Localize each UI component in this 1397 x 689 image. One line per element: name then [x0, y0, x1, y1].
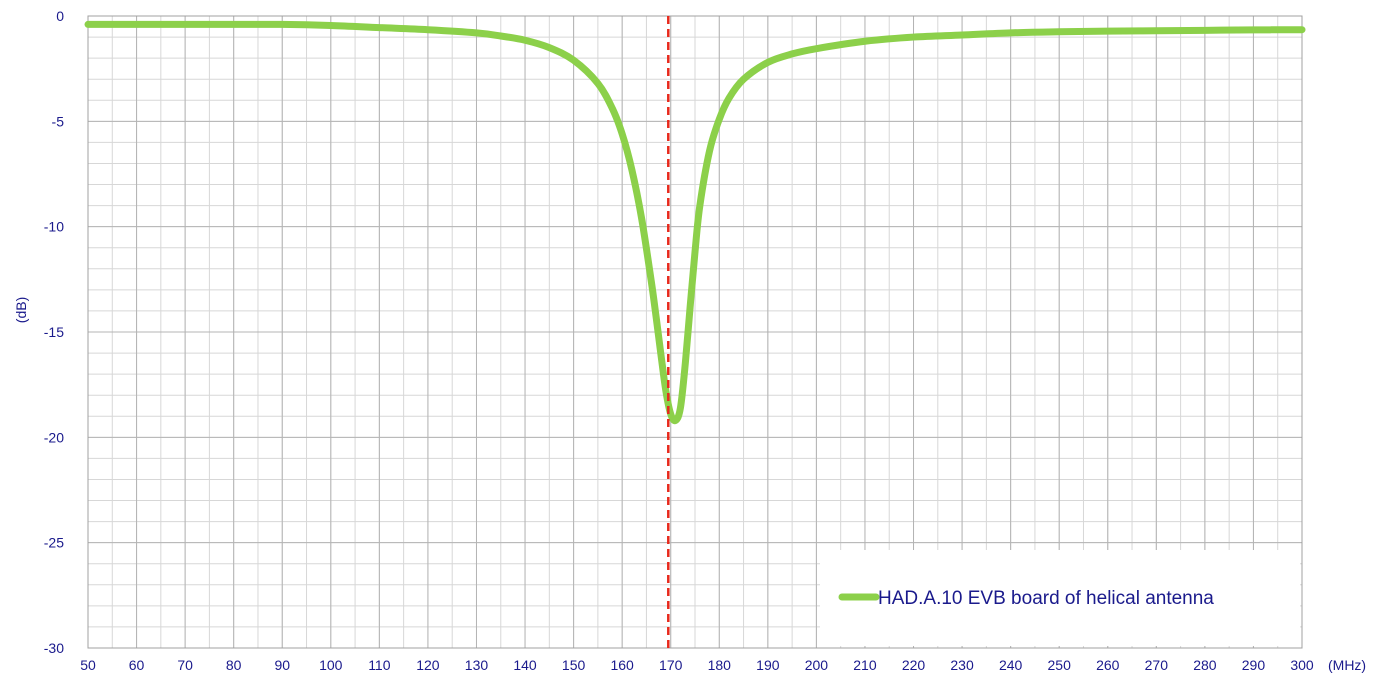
x-tick-label: 160 — [610, 657, 634, 673]
x-tick-label: 280 — [1193, 657, 1217, 673]
x-tick-label: 200 — [805, 657, 829, 673]
x-tick-label: 210 — [853, 657, 877, 673]
x-axis-tick-labels: 50 60 70 80 90 100 110 120 130 140 150 160 170 180 190… — [80, 657, 1314, 673]
x-tick-label: 90 — [274, 657, 290, 673]
x-axis-unit-label: (MHz) — [1328, 657, 1366, 673]
y-axis-tick-labels: 0 -5 -10 -15 -20 -25 -30 — [44, 8, 64, 656]
x-tick-label: 130 — [465, 657, 489, 673]
y-axis-unit-label: (dB) — [13, 297, 29, 323]
x-tick-label: 300 — [1290, 657, 1314, 673]
y-tick-label: -10 — [44, 219, 64, 235]
x-tick-label: 240 — [999, 657, 1023, 673]
plot-area-border — [87, 15, 1303, 649]
series-line-1 — [84, 20, 1306, 425]
x-tick-label: 60 — [129, 657, 145, 673]
x-tick-label: 100 — [319, 657, 343, 673]
y-tick-label: -25 — [44, 535, 64, 551]
x-tick-label: 250 — [1048, 657, 1072, 673]
legend: HAD.A.10 EVB board of helical antenna — [820, 550, 1300, 646]
x-tick-label: 180 — [708, 657, 732, 673]
x-tick-label: 110 — [368, 657, 391, 673]
legend-label-series-1: HAD.A.10 EVB board of helical antenna — [878, 588, 1214, 609]
x-tick-label: 70 — [177, 657, 193, 673]
x-tick-label: 220 — [902, 657, 926, 673]
x-tick-label: 230 — [950, 657, 974, 673]
y-tick-label: -15 — [44, 324, 64, 340]
x-tick-label: 150 — [562, 657, 586, 673]
y-tick-label: -30 — [44, 640, 64, 656]
x-tick-label: 190 — [756, 657, 780, 673]
x-tick-label: 50 — [80, 657, 96, 673]
y-tick-label: -5 — [52, 113, 65, 129]
x-tick-label: 120 — [416, 657, 440, 673]
x-tick-label: 290 — [1242, 657, 1266, 673]
x-tick-label: 140 — [513, 657, 537, 673]
x-tick-label: 80 — [226, 657, 242, 673]
legend-box — [820, 550, 1300, 646]
x-tick-label: 170 — [659, 657, 683, 673]
x-tick-label: 260 — [1096, 657, 1120, 673]
series-layer — [84, 20, 1306, 425]
x-tick-label: 270 — [1145, 657, 1169, 673]
y-tick-label: -20 — [44, 429, 64, 445]
y-tick-label: 0 — [56, 8, 64, 24]
